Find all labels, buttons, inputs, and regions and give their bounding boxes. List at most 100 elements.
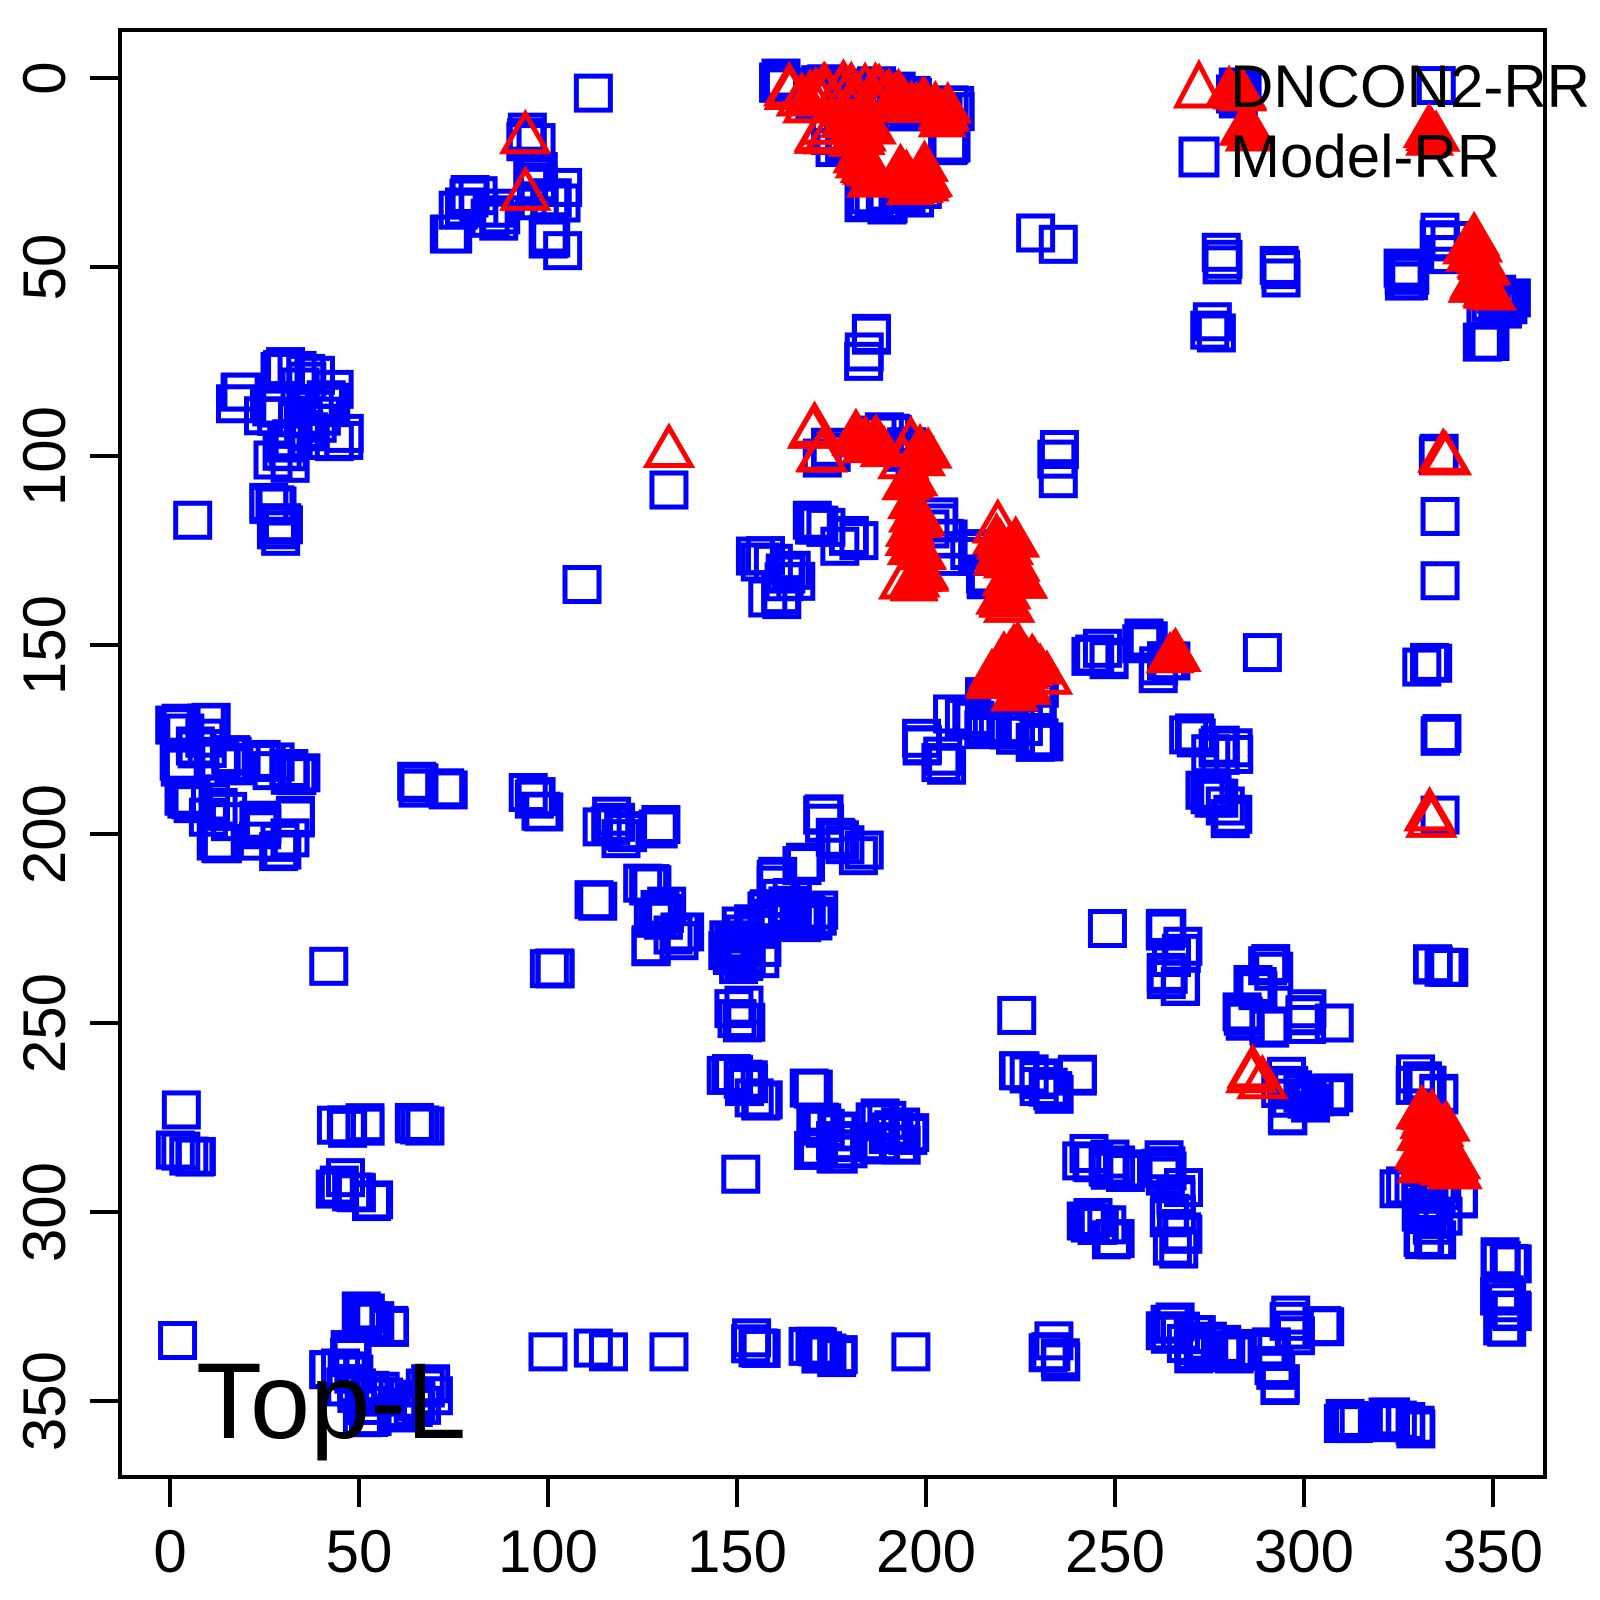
model-rr-point bbox=[1225, 1001, 1265, 1041]
dncon2-rr-point bbox=[965, 656, 1015, 700]
model-rr-point bbox=[1174, 1326, 1214, 1366]
model-rr-point bbox=[1416, 66, 1456, 106]
dncon2-rr-point bbox=[498, 165, 552, 211]
model-rr-point bbox=[1192, 302, 1232, 342]
model-rr-point bbox=[1420, 716, 1460, 756]
model-rr-point bbox=[722, 1003, 762, 1043]
model-rr-point bbox=[799, 505, 839, 545]
model-rr-point bbox=[653, 915, 693, 955]
model-rr-point bbox=[921, 743, 961, 783]
model-rr-point bbox=[1082, 628, 1122, 668]
model-rr-point bbox=[844, 830, 884, 870]
dncon2-rr-point bbox=[824, 60, 878, 107]
model-rr-point bbox=[1402, 647, 1442, 687]
model-rr-point bbox=[345, 1103, 385, 1143]
model-rr-point bbox=[1087, 909, 1127, 948]
model-rr-point bbox=[1102, 1149, 1142, 1189]
model-rr-point bbox=[1310, 1077, 1350, 1117]
model-rr-point bbox=[158, 1321, 198, 1361]
model-rr-point bbox=[743, 1080, 783, 1120]
model-rr-point bbox=[888, 1115, 928, 1155]
model-rr-point bbox=[717, 999, 757, 1039]
model-rr-point bbox=[262, 431, 302, 471]
model-rr-point bbox=[844, 332, 884, 372]
model-rr-point bbox=[797, 896, 837, 936]
model-rr-point bbox=[601, 819, 641, 859]
model-rr-point bbox=[1420, 561, 1460, 601]
model-rr-point bbox=[1196, 313, 1236, 353]
model-rr-point bbox=[521, 791, 561, 831]
model-rr-point bbox=[1039, 430, 1079, 470]
model-rr-point bbox=[1483, 1306, 1523, 1346]
model-rr-point bbox=[712, 935, 752, 975]
model-rr-point bbox=[354, 1180, 394, 1220]
model-rr-point bbox=[275, 798, 315, 838]
y-tick-label: 200 bbox=[11, 784, 78, 884]
x-tick-label: 250 bbox=[1065, 1518, 1165, 1585]
model-rr-point bbox=[253, 440, 293, 480]
model-rr-point bbox=[531, 218, 571, 258]
model-rr-point bbox=[721, 1154, 761, 1194]
dncon2-rr-point bbox=[1001, 657, 1051, 700]
model-rr-point bbox=[369, 1305, 409, 1345]
model-rr-point bbox=[1314, 1073, 1354, 1113]
model-rr-point bbox=[1096, 1145, 1136, 1185]
model-rr-point bbox=[829, 516, 869, 556]
x-tick-label: 200 bbox=[876, 1518, 976, 1585]
model-rr-point bbox=[1091, 1220, 1131, 1260]
model-rr-point bbox=[1285, 995, 1325, 1035]
y-tick-label: 250 bbox=[11, 973, 78, 1073]
model-rr-point bbox=[301, 396, 341, 436]
model-rr-point bbox=[573, 73, 613, 113]
model-rr-point bbox=[818, 1335, 858, 1375]
x-tick-label: 50 bbox=[326, 1518, 393, 1585]
model-rr-point bbox=[1420, 716, 1460, 756]
model-rr-point bbox=[891, 1332, 931, 1372]
y-tick-label: 150 bbox=[11, 595, 78, 695]
model-rr-point bbox=[1205, 786, 1245, 826]
model-rr-point bbox=[1414, 1219, 1454, 1259]
model-rr-point bbox=[714, 989, 754, 1029]
model-rr-point bbox=[411, 1364, 451, 1404]
model-rr-point bbox=[1213, 794, 1253, 834]
model-rr-point bbox=[543, 231, 583, 271]
model-rr-point bbox=[574, 880, 614, 920]
model-rr-point bbox=[1037, 439, 1077, 479]
model-rr-point bbox=[1302, 1306, 1342, 1346]
model-rr-point bbox=[1314, 1003, 1354, 1043]
model-rr-points bbox=[155, 58, 1532, 1449]
legend-item-dncon2-rr: DNCON2-RR bbox=[1168, 56, 1590, 118]
plot-frame bbox=[118, 28, 1547, 1479]
model-rr-point bbox=[1202, 1324, 1242, 1364]
x-tick-label: 300 bbox=[1254, 1518, 1354, 1585]
model-rr-point bbox=[1019, 718, 1059, 758]
model-rr-point bbox=[281, 753, 321, 793]
model-rr-point bbox=[1191, 734, 1231, 774]
square-open-icon bbox=[1178, 136, 1220, 178]
y-tick-label: 50 bbox=[11, 234, 78, 301]
dncon2-rr-point bbox=[1224, 1047, 1278, 1094]
model-rr-point bbox=[277, 756, 317, 796]
dncon2-rr-point bbox=[982, 577, 1036, 623]
dncon2-rr-point bbox=[795, 427, 849, 473]
x-tick-label: 100 bbox=[498, 1518, 598, 1585]
model-rr-point bbox=[838, 836, 878, 876]
model-rr-point bbox=[1210, 799, 1250, 839]
x-tick-label: 0 bbox=[153, 1518, 186, 1585]
model-rr-point bbox=[631, 927, 671, 967]
model-rr-point bbox=[927, 745, 967, 785]
dncon2-rr-point bbox=[1403, 785, 1456, 832]
dncon2-rr-point bbox=[789, 65, 843, 112]
dncon2-rr-point bbox=[642, 422, 696, 468]
model-rr-point bbox=[1384, 251, 1424, 291]
model-rr-point bbox=[1028, 1333, 1068, 1373]
dncon2-rr-point bbox=[1020, 649, 1074, 695]
dncon2-rr-point bbox=[1395, 1126, 1445, 1170]
model-rr-point bbox=[1028, 1067, 1068, 1107]
model-rr-point bbox=[330, 1338, 370, 1378]
model-rr-point bbox=[348, 1397, 388, 1437]
model-rr-point bbox=[479, 201, 519, 241]
legend-label-dncon2-rr: DNCON2-RR bbox=[1230, 53, 1590, 120]
model-rr-point bbox=[1242, 633, 1282, 673]
